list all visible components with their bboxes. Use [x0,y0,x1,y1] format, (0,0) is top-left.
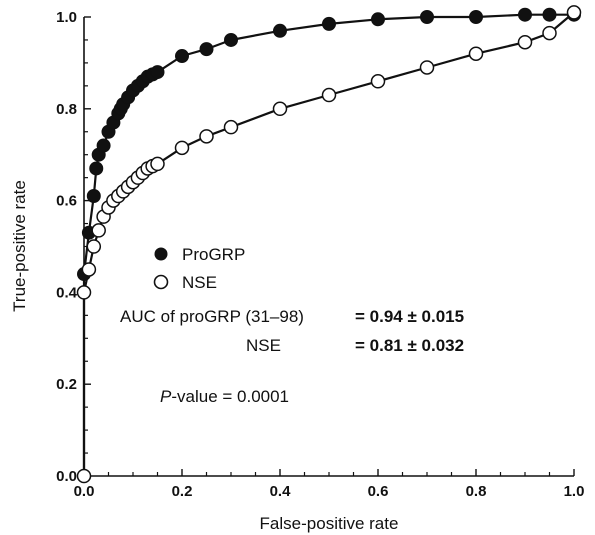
data-point-progrp [199,42,214,57]
data-point-nse [150,156,165,172]
data-point-nse [223,119,239,135]
data-point-nse [86,239,102,254]
x-tick-label: 0.6 [368,483,389,500]
legend: ProGRP NSE [153,245,245,292]
data-point-nse [76,468,92,484]
data-point-progrp [224,32,238,47]
auc-nse-label: NSE [246,336,281,355]
series-progrp [77,7,581,483]
auc-nse-value: = 0.81 ± 0.032 [355,336,464,355]
data-point-nse [321,87,337,103]
p-value-rest: -value = 0.0001 [171,387,289,406]
data-point-nse [76,285,92,300]
p-value-italic: P [160,387,172,406]
tick-labels: 0.0 0.2 0.4 0.6 0.8 1.0 0.0 0.2 0.4 0.6 0.8 1.0 [56,9,584,500]
tick-marks [83,16,575,477]
y-tick-label: 0.0 [56,468,77,485]
legend-marker-nse [153,274,169,290]
data-point-nse [91,223,106,238]
y-axis-label: True-positive rate [10,180,29,312]
legend-label-nse: NSE [182,273,217,292]
data-point-progrp [469,10,483,24]
data-point-nse [81,262,97,277]
series-layer [76,5,582,484]
data-point-nse [566,5,582,20]
legend-marker-progrp [154,247,168,261]
x-tick-label: 0.0 [74,483,95,500]
data-point-progrp [96,138,111,153]
data-point-progrp [273,23,287,38]
data-point-progrp [542,7,557,22]
y-tick-label: 1.0 [56,9,77,26]
data-point-nse [517,34,533,50]
y-tick-label: 0.4 [56,284,78,301]
series-line-progrp [82,13,574,476]
data-point-nse [370,74,386,89]
data-point-nse [199,129,214,144]
y-tick-label: 0.6 [56,193,77,210]
auc-progrp-label: AUC of proGRP (31–98) [120,307,304,326]
data-point-progrp [175,49,189,64]
x-tick-label: 1.0 [564,483,585,500]
p-value-annotation: P-value = 0.0001 [160,387,289,406]
data-point-nse [542,25,557,41]
axes [83,17,574,477]
series-line-nse [82,11,575,476]
data-point-progrp [322,16,336,31]
x-axis-label: False-positive rate [260,514,399,533]
data-point-nse [174,140,190,156]
legend-label-progrp: ProGRP [182,245,245,264]
y-tick-label: 0.8 [56,101,77,118]
data-point-nse [272,101,288,117]
y-tick-label: 0.2 [56,376,77,393]
data-point-progrp [371,12,385,27]
data-point-progrp [420,10,434,24]
x-tick-label: 0.4 [270,483,292,500]
data-point-nse [468,46,484,61]
data-point-progrp [518,7,532,22]
x-tick-label: 0.8 [466,483,487,500]
x-tick-label: 0.2 [172,483,193,500]
series-nse [76,5,582,484]
data-point-progrp [89,161,104,176]
data-point-nse [419,60,435,75]
data-point-progrp [86,189,101,204]
auc-progrp-value: = 0.94 ± 0.015 [355,307,464,326]
auc-annotation: AUC of proGRP (31–98) = 0.94 ± 0.015 NSE… [120,307,464,355]
data-point-progrp [150,65,165,80]
